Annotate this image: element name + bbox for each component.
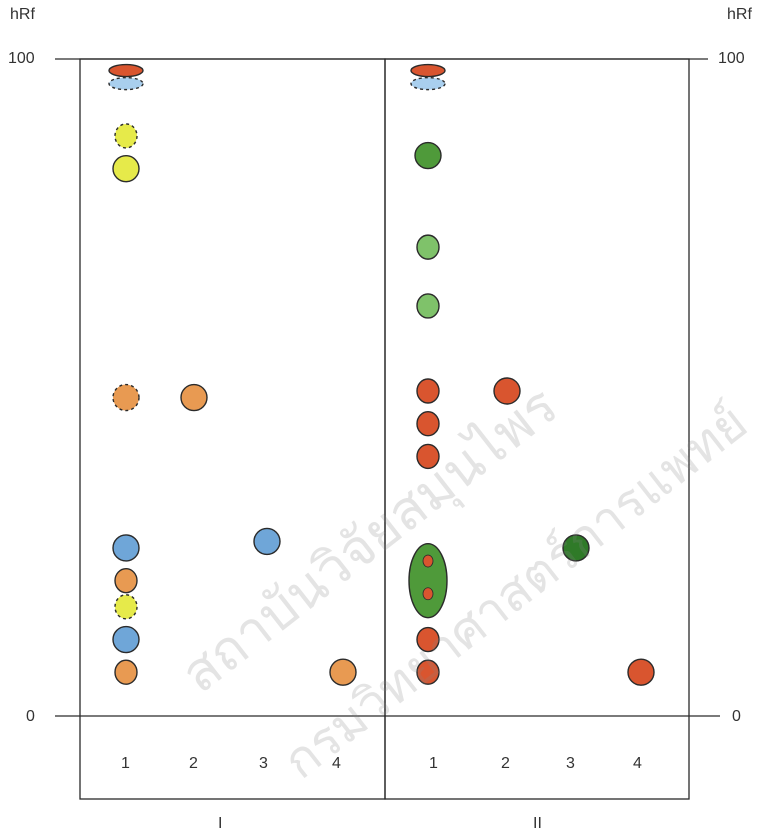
spot-panel1-lane4-hrf7	[329, 658, 357, 686]
panel-I-lane-1-label: 1	[121, 755, 130, 772]
spot-panel2-lane1-hrf24	[422, 554, 434, 568]
left-axis-unit: hRf	[10, 6, 35, 23]
spot-panel2-lane1-hrf63	[416, 293, 440, 319]
spot-panel1-lane1-hrf89	[114, 123, 138, 149]
spot-panel2-lane1-hrf97	[410, 76, 446, 91]
spot-panel2-lane1-hrf19	[422, 587, 434, 601]
right-axis-zero-value: 0	[732, 708, 741, 725]
spot-panel1-lane1-hrf97	[108, 76, 144, 91]
right-axis-unit: hRf	[727, 6, 752, 23]
spot-panel2-lane3-hrf26	[562, 534, 590, 562]
spot-panel2-lane1-hrf99	[410, 63, 446, 78]
spot-panel2-lane1-hrf40	[416, 443, 440, 470]
spot-panel1-lane1-hrf21	[114, 567, 138, 594]
spot-panel2-lane1-hrf12	[416, 626, 440, 653]
panel-II-lane-2-label: 2	[501, 755, 510, 772]
panel-I-lane-2-label: 2	[189, 755, 198, 772]
panel-I-lane-3-label: 3	[259, 755, 268, 772]
panel-II-frame	[384, 58, 690, 800]
spot-panel1-lane1-hrf49	[112, 383, 140, 412]
panel-I-lane-4-label: 4	[332, 755, 341, 772]
spot-panel2-lane4-hrf7	[627, 658, 655, 686]
left-axis-zero-value: 0	[26, 708, 35, 725]
panel-I-name: I	[218, 815, 223, 832]
spot-panel1-lane2-hrf49	[180, 383, 208, 412]
left-axis-top-value: 100	[8, 50, 35, 67]
panel-frames	[55, 58, 720, 800]
right-axis-top-value: 100	[718, 50, 745, 67]
spot-panel1-lane1-hrf26	[112, 534, 140, 562]
spot-panel1-lane1-hrf99	[108, 63, 144, 78]
panel-II-lane-4-label: 4	[633, 755, 642, 772]
spot-panel2-lane1-hrf7	[416, 659, 440, 685]
spots-layer	[108, 63, 655, 686]
spot-panel2-lane1-hrf72	[416, 234, 440, 260]
spot-panel2-lane2-hrf50	[493, 377, 521, 405]
spot-panel1-lane3-hrf27	[253, 527, 281, 556]
spot-panel2-lane1-hrf21	[408, 542, 448, 619]
spot-panel1-lane1-hrf84	[112, 154, 140, 183]
spot-panel1-lane1-hrf7	[114, 659, 138, 685]
panel-II-lane-3-label: 3	[566, 755, 575, 772]
panel-II-name: II	[533, 815, 542, 832]
panel-II-lane-1-label: 1	[429, 755, 438, 772]
spot-panel1-lane1-hrf12	[112, 625, 140, 654]
spot-panel2-lane1-hrf50	[416, 378, 440, 404]
spot-panel1-lane1-hrf17	[114, 594, 138, 620]
spot-panel2-lane1-hrf86	[414, 141, 442, 170]
spot-panel2-lane1-hrf45	[416, 411, 440, 437]
